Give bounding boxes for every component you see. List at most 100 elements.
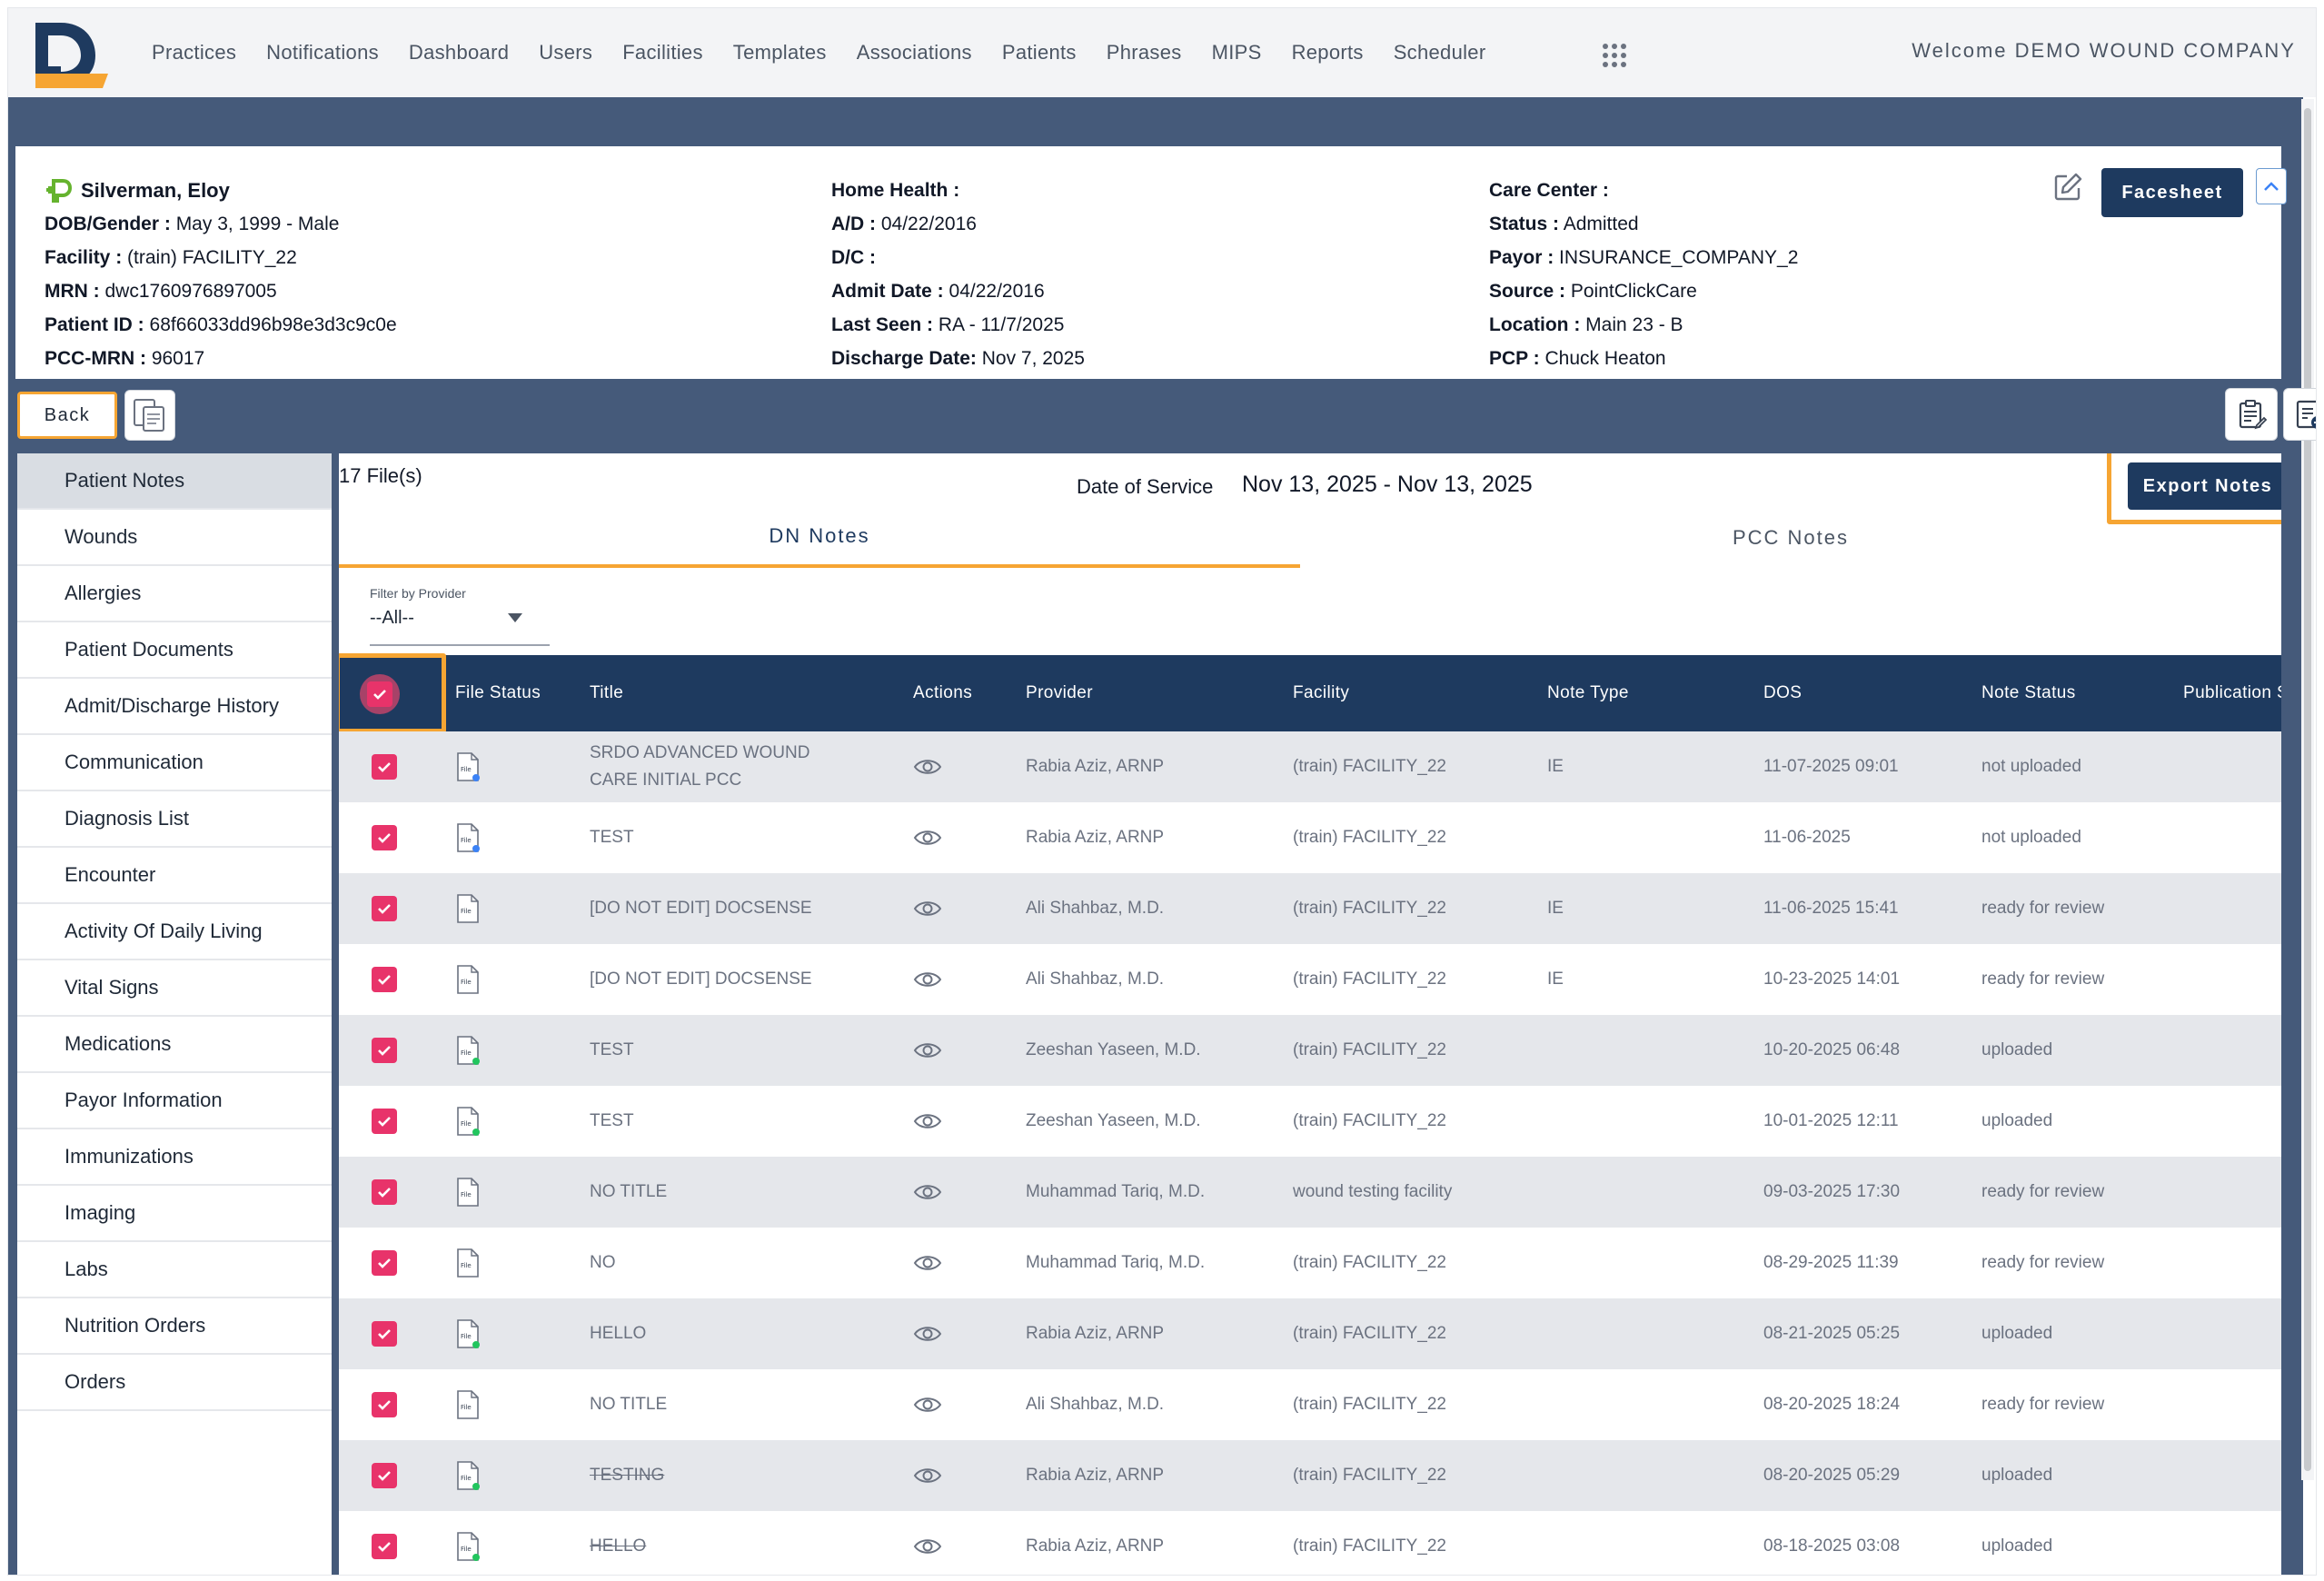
nav-item-users[interactable]: Users — [539, 41, 593, 64]
nav-item-reports[interactable]: Reports — [1291, 41, 1364, 64]
sidebar-item-encounter[interactable]: Encounter — [17, 848, 332, 904]
note-title[interactable]: NO TITLE — [590, 1395, 668, 1414]
nav-item-associations[interactable]: Associations — [856, 41, 972, 64]
nav-item-facilities[interactable]: Facilities — [622, 41, 703, 64]
nav-item-templates[interactable]: Templates — [732, 41, 827, 64]
note-title[interactable]: TESTING — [590, 1466, 665, 1485]
collapse-button[interactable] — [2256, 168, 2287, 204]
table-row[interactable]: File NO Muhammad Tariq, M.D. (train) FACILI… — [339, 1228, 2281, 1298]
eye-icon[interactable] — [913, 1182, 942, 1202]
column-header-file-status[interactable]: File Status — [455, 683, 541, 702]
eye-icon[interactable] — [913, 757, 942, 777]
row-checkbox[interactable] — [372, 1321, 397, 1347]
eye-icon[interactable] — [913, 1395, 942, 1415]
table-row[interactable]: File SRDO ADVANCED WOUND CARE INITIAL PCC… — [339, 731, 2281, 802]
file-icon[interactable]: File — [455, 1106, 481, 1137]
eye-icon[interactable] — [913, 1324, 942, 1344]
file-icon[interactable]: File — [455, 751, 481, 782]
table-row[interactable]: File NO TITLE Muhammad Tariq, M.D. wound te… — [339, 1157, 2281, 1228]
file-icon[interactable]: File — [455, 1177, 481, 1208]
tab-pcc-notes[interactable]: PCC Notes — [1732, 526, 1850, 549]
note-title[interactable]: TEST — [590, 1111, 634, 1130]
sidebar-item-admit-discharge-history[interactable]: Admit/Discharge History — [17, 679, 332, 735]
sidebar-item-vital-signs[interactable]: Vital Signs — [17, 960, 332, 1017]
eye-icon[interactable] — [913, 1466, 942, 1486]
facesheet-button[interactable]: Facesheet — [2101, 168, 2243, 217]
sidebar-item-activity-of-daily-living[interactable]: Activity Of Daily Living — [17, 904, 332, 960]
file-icon[interactable]: File — [455, 1531, 481, 1562]
sidebar-item-medications[interactable]: Medications — [17, 1017, 332, 1073]
sidebar-item-imaging[interactable]: Imaging — [17, 1186, 332, 1242]
row-checkbox[interactable] — [372, 896, 397, 921]
page-scrollbar[interactable] — [2301, 99, 2314, 1480]
row-checkbox[interactable] — [372, 967, 397, 992]
file-icon[interactable]: File — [455, 1460, 481, 1491]
dos-range[interactable]: Nov 13, 2025 - Nov 13, 2025 — [1242, 472, 1533, 497]
column-header-facility[interactable]: Facility — [1293, 683, 1350, 702]
nav-item-dashboard[interactable]: Dashboard — [408, 41, 510, 64]
table-row[interactable]: File [DO NOT EDIT] DOCSENSE Ali Shahbaz, M… — [339, 873, 2281, 944]
apps-grid-icon[interactable] — [1600, 41, 1629, 70]
table-row[interactable]: File HELLO Rabia Aziz, ARNP (train) FACILIT… — [339, 1511, 2281, 1575]
column-header-note-type[interactable]: Note Type — [1547, 683, 1629, 702]
file-icon[interactable]: File — [455, 893, 481, 924]
note-title[interactable]: [DO NOT EDIT] DOCSENSE — [590, 899, 812, 918]
note-title[interactable]: TEST — [590, 828, 634, 847]
edit-icon[interactable] — [2052, 172, 2083, 203]
row-checkbox[interactable] — [372, 1463, 397, 1488]
sidebar-item-communication[interactable]: Communication — [17, 735, 332, 791]
eye-icon[interactable] — [913, 1536, 942, 1556]
note-title[interactable]: HELLO — [590, 1324, 647, 1343]
column-header-dos[interactable]: DOS — [1763, 683, 1803, 702]
eye-icon[interactable] — [913, 1253, 942, 1273]
column-header-provider[interactable]: Provider — [1026, 683, 1093, 702]
file-icon[interactable]: File — [455, 1248, 481, 1278]
nav-item-phrases[interactable]: Phrases — [1106, 41, 1182, 64]
eye-icon[interactable] — [913, 828, 942, 848]
row-checkbox[interactable] — [372, 1392, 397, 1417]
scrollbar-thumb[interactable] — [2304, 108, 2311, 1471]
sidebar-item-immunizations[interactable]: Immunizations — [17, 1129, 332, 1186]
table-row[interactable]: File TEST Zeeshan Yaseen, M.D. (train) FACI… — [339, 1086, 2281, 1157]
nav-item-scheduler[interactable]: Scheduler — [1393, 41, 1486, 64]
eye-icon[interactable] — [913, 899, 942, 919]
column-header-actions[interactable]: Actions — [913, 683, 973, 702]
sidebar-item-payor-information[interactable]: Payor Information — [17, 1073, 332, 1129]
row-checkbox[interactable] — [372, 1038, 397, 1063]
file-icon[interactable]: File — [455, 822, 481, 853]
sidebar-item-patient-notes[interactable]: Patient Notes — [17, 453, 332, 510]
file-icon[interactable]: File — [455, 964, 481, 995]
column-header-publication-status[interactable]: Publication Status — [2183, 683, 2281, 702]
note-title[interactable]: [DO NOT EDIT] DOCSENSE — [590, 969, 812, 989]
eye-icon[interactable] — [913, 969, 942, 989]
file-icon[interactable]: File — [455, 1318, 481, 1349]
file-icon[interactable]: File — [455, 1389, 481, 1420]
eye-icon[interactable] — [913, 1111, 942, 1131]
row-checkbox[interactable] — [372, 1109, 397, 1134]
export-notes-button[interactable]: Export Notes — [2128, 462, 2281, 510]
add-note-button[interactable] — [2283, 388, 2316, 441]
note-title[interactable]: SRDO ADVANCED WOUND CARE INITIAL PCC — [590, 743, 810, 790]
row-checkbox[interactable] — [372, 825, 397, 850]
nav-item-practices[interactable]: Practices — [152, 41, 237, 64]
row-checkbox[interactable] — [372, 1250, 397, 1276]
tab-dn-notes[interactable]: DN Notes — [339, 508, 1300, 568]
back-button[interactable]: Back — [17, 392, 117, 439]
table-row[interactable]: File NO TITLE Ali Shahbaz, M.D. (train) FAC… — [339, 1369, 2281, 1440]
table-row[interactable]: File TESTING Rabia Aziz, ARNP (train) FACIL… — [339, 1440, 2281, 1511]
note-title[interactable]: NO — [590, 1253, 616, 1272]
file-icon[interactable]: File — [455, 1035, 481, 1066]
table-row[interactable]: File [DO NOT EDIT] DOCSENSE Ali Shahbaz, M… — [339, 944, 2281, 1015]
row-checkbox[interactable] — [372, 1534, 397, 1559]
table-row[interactable]: File TEST Rabia Aziz, ARNP (train) FACILITY… — [339, 802, 2281, 873]
sidebar-item-labs[interactable]: Labs — [17, 1242, 332, 1298]
nav-item-mips[interactable]: MIPS — [1211, 41, 1262, 64]
note-title[interactable]: TEST — [590, 1040, 634, 1059]
column-header-title[interactable]: Title — [590, 683, 624, 702]
sidebar-item-diagnosis-list[interactable]: Diagnosis List — [17, 791, 332, 848]
provider-filter-select[interactable]: Filter by Provider --All-- — [370, 586, 550, 646]
table-row[interactable]: File HELLO Rabia Aziz, ARNP (train) FACILIT… — [339, 1298, 2281, 1369]
sidebar-item-orders[interactable]: Orders — [17, 1355, 332, 1411]
row-checkbox[interactable] — [372, 1179, 397, 1205]
sidebar-item-patient-documents[interactable]: Patient Documents — [17, 622, 332, 679]
